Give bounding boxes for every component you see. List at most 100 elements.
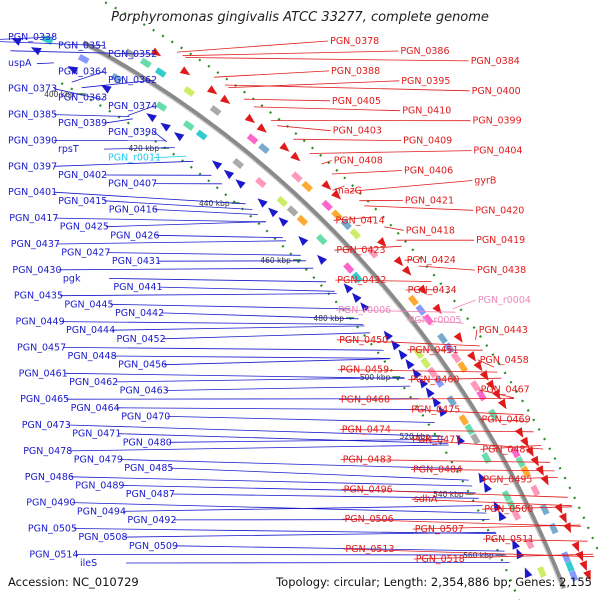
leader-line: [185, 57, 469, 62]
gene-label-pgn-0432: PGN_0432: [337, 275, 386, 286]
gene-label-pgn-0388: PGN_0388: [331, 66, 380, 77]
leader-line: [160, 312, 359, 320]
leader-line: [334, 245, 402, 251]
leader-line: [406, 319, 464, 324]
reverse-gene-arrow: [492, 389, 501, 400]
leader-line: [124, 531, 496, 538]
leader-line: [72, 502, 487, 514]
forward-gene-arrow: [483, 482, 492, 493]
reverse-cog-box: [415, 304, 427, 316]
gene-label-mazg: mazG: [335, 185, 362, 196]
leader-line: [309, 150, 472, 154]
reverse-cog-box: [321, 199, 333, 212]
gene-label-pgn-0443: PGN_0443: [479, 325, 528, 336]
gene-label-pgn-0462: PGN_0462: [69, 377, 118, 388]
leader-line: [56, 240, 287, 245]
genome-backbone: [82, 40, 566, 590]
gene-label-pgn-0444: PGN_0444: [66, 325, 115, 336]
forward-gene-arrow: [512, 539, 520, 550]
outer-tick-ring: [104, 1, 600, 559]
forward-gene-arrow: [211, 160, 223, 170]
leader-line: [342, 518, 582, 527]
gene-label-pgn-0402: PGN_0402: [58, 170, 107, 181]
leader-line: [153, 155, 187, 159]
leader-line: [122, 505, 483, 512]
reverse-cog-box: [291, 171, 303, 183]
reverse-gene-arrow: [401, 265, 412, 276]
leader-line: [105, 221, 266, 228]
gene-label-pgn-0420: PGN_0420: [475, 205, 524, 216]
forward-cog-box: [420, 357, 432, 369]
forward-gene-arrow: [398, 349, 408, 360]
forward-cog-box: [296, 214, 309, 227]
leader-line: [116, 407, 427, 410]
gene-label-pgn-0438: PGN_0438: [477, 265, 526, 276]
forward-cog-box: [232, 158, 244, 169]
gene-label-pgn-0514: PGN_0514: [29, 549, 78, 560]
leader-line: [62, 347, 384, 351]
reverse-gene-arrow: [530, 455, 539, 467]
reverse-cog-box: [561, 551, 571, 563]
leader-line: [481, 477, 558, 480]
reverse-gene-arrow: [432, 303, 442, 314]
leader-line: [321, 160, 332, 165]
forward-cog-box: [316, 233, 328, 246]
gene-label-sdha: sdhA: [414, 494, 438, 505]
gene-label-pgn-0475: PGN_0475: [411, 405, 460, 416]
gene-label-pgn-0407: PGN_0407: [108, 179, 157, 190]
gene-label-pgn-0480: PGN_0480: [123, 437, 172, 448]
gene-label-pgn-0490: PGN_0490: [26, 498, 75, 509]
gene-label-pgn-0458: PGN_0458: [480, 355, 529, 366]
gene-label-pgn-0485: PGN_0485: [124, 463, 173, 474]
forward-cog-box: [155, 101, 168, 112]
gene-label-pgk: pgk: [63, 273, 81, 284]
gene-label-pgn-0456: PGN_0456: [118, 360, 167, 371]
reverse-gene-arrow: [497, 398, 507, 410]
gene-label-pgn-0423: PGN_0423: [336, 245, 385, 256]
leader-line: [115, 377, 405, 383]
reverse-cog-box: [530, 484, 541, 497]
gene-label-pgn-0509: PGN_0509: [129, 541, 178, 552]
gene-label-pgn-0506: PGN_0506: [345, 514, 394, 525]
reverse-gene-arrow: [453, 332, 463, 343]
forward-gene-arrow: [268, 207, 279, 218]
reverse-gene-arrow: [520, 436, 529, 448]
gene-label-pgn-0419: PGN_0419: [476, 235, 525, 246]
gene-label-pgn-0364: PGN_0364: [58, 67, 107, 78]
forward-gene-arrow: [235, 179, 246, 189]
gene-label-pgn-0484: PGN_0484: [413, 464, 462, 475]
forward-gene-arrow: [425, 387, 435, 398]
leader-line: [253, 106, 401, 112]
leader-line: [339, 429, 534, 433]
gene-label-pgn-0351: PGN_0351: [58, 41, 107, 52]
reverse-cog-box: [331, 209, 343, 221]
reverse-cog-box: [565, 560, 575, 573]
reverse-gene-arrow: [393, 256, 404, 267]
leader-line: [413, 553, 594, 560]
accession-text: Accession: NC_010729: [8, 575, 139, 589]
gene-label-pgn-0461: PGN_0461: [19, 368, 68, 379]
leader-line: [384, 226, 404, 231]
reverse-gene-arrow: [290, 151, 301, 162]
gene-label-pgn-0435: PGN_0435: [14, 291, 63, 302]
leader-line: [165, 385, 411, 391]
gene-label-pgn-0425: PGN_0425: [60, 222, 109, 233]
leader-line: [81, 79, 155, 89]
inner-tick-ring: [60, 82, 520, 600]
gene-label-pgn-0483: PGN_0483: [343, 454, 392, 465]
gene-label-pgn-0409: PGN_0409: [403, 136, 452, 147]
reverse-cog-box: [246, 133, 259, 145]
forward-cog-box: [524, 537, 535, 550]
leader-line: [213, 70, 330, 78]
forward-gene-arrow: [432, 396, 442, 408]
reverse-gene-arrow: [525, 446, 534, 457]
genome-backbone-highlight: [81, 43, 563, 590]
gene-label-pgn-0448: PGN_0448: [68, 351, 117, 362]
leader-line: [154, 209, 258, 215]
reverse-gene-arrow: [331, 189, 342, 200]
forward-gene-arrow: [478, 472, 487, 484]
forward-gene-arrow: [524, 567, 533, 579]
gene-label-pgn-0437: PGN_0437: [11, 239, 60, 250]
reverse-gene-arrow: [219, 94, 231, 104]
gene-label-pgn-0464: PGN_0464: [71, 403, 120, 414]
